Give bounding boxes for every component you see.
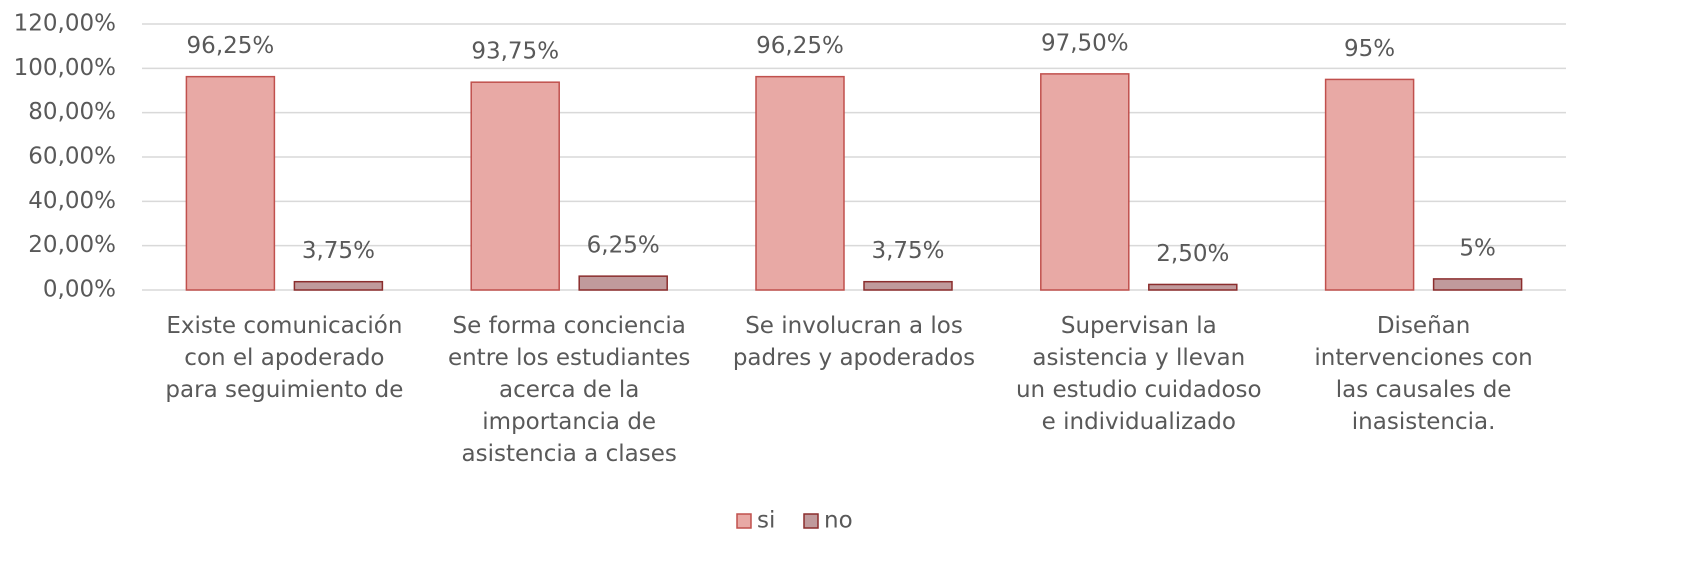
bar (1324, 78, 1415, 291)
x-tick-line: padres y apoderados (733, 345, 975, 371)
bar (755, 75, 845, 291)
bar (1148, 283, 1238, 291)
y-tick-label: 40,00% (28, 188, 116, 214)
bar (293, 280, 384, 291)
x-tick-label: Se forma conciencia entre los estudiantes… (448, 313, 690, 467)
legend-swatch (736, 513, 752, 529)
x-tick-line: Se involucran a los (745, 313, 963, 339)
x-tick-label: Supervisan la asistencia y llevan un estud… (1016, 313, 1262, 435)
data-label: 96,25% (187, 33, 275, 59)
x-tick-line: Diseñan (1377, 313, 1470, 339)
legend-label: si (757, 508, 775, 534)
y-tick-label: 60,00% (28, 144, 116, 170)
data-label: 2,50% (1156, 241, 1229, 267)
bar (185, 75, 276, 291)
y-tick-label: 120,00% (14, 11, 116, 37)
x-tick-label: Diseñan intervenciones con las causales de… (1314, 313, 1532, 435)
x-tick-line: para seguimiento de (165, 377, 403, 403)
data-label: 3,75% (302, 238, 375, 264)
x-tick-line: asistencia a clases (462, 441, 677, 467)
data-label: 5% (1459, 235, 1496, 261)
data-label: 93,75% (471, 39, 559, 65)
bar (1040, 73, 1130, 291)
x-tick-label: Existe comunicación con el apoderado para … (165, 313, 403, 403)
bar (578, 275, 668, 291)
x-tick-line: con el apoderado (184, 345, 384, 371)
data-label: 96,25% (756, 33, 844, 59)
y-tick-label: 20,00% (28, 232, 116, 258)
x-tick-line: las causales de (1336, 377, 1512, 403)
legend-label: no (824, 508, 853, 534)
data-label: 3,75% (871, 238, 944, 264)
x-tick-line: acerca de la (499, 377, 639, 403)
x-tick-line: Supervisan la (1061, 313, 1217, 339)
x-tick-line: un estudio cuidadoso (1016, 377, 1262, 403)
x-tick-line: inasistencia. (1352, 409, 1496, 435)
legend-swatch (803, 513, 819, 529)
data-label: 95% (1344, 36, 1395, 62)
x-tick-line: intervenciones con (1314, 345, 1532, 371)
bar (1432, 278, 1523, 291)
x-tick-label: Se involucran a los padres y apoderados (733, 313, 975, 371)
y-tick-label: 100,00% (14, 55, 116, 81)
bar (863, 280, 953, 291)
y-tick-label: 80,00% (28, 99, 116, 125)
x-tick-line: Existe comunicación (166, 313, 402, 339)
x-tick-line: importancia de (482, 409, 656, 435)
bar (470, 81, 560, 291)
y-tick-label: 0,00% (43, 277, 116, 303)
x-tick-line: Se forma conciencia (453, 313, 686, 339)
data-label: 6,25% (587, 233, 660, 259)
x-tick-line: e individualizado (1042, 409, 1236, 435)
data-label: 97,50% (1041, 30, 1129, 56)
x-tick-line: entre los estudiantes (448, 345, 690, 371)
x-tick-line: asistencia y llevan (1032, 345, 1245, 371)
